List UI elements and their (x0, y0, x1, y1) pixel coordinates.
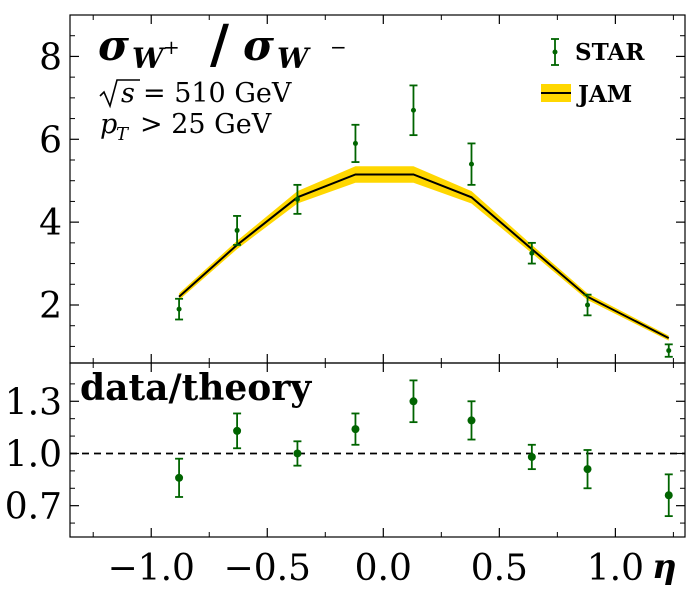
title-sigma-1: σ (98, 21, 129, 70)
ratio-data-point (351, 412, 360, 446)
star-marker (468, 161, 474, 167)
star-marker (294, 196, 300, 202)
ratio-y-tick-label: 0.7 (5, 487, 62, 528)
jam-uncertainty-band (179, 166, 669, 341)
title-slash: / (210, 14, 229, 75)
star-data-point (664, 343, 673, 358)
ratio-data-point (409, 379, 418, 424)
star-data-point (351, 123, 360, 163)
top-panel: 2 4 6 8 σ W + / σ W − s = 510 GeV p T > 25 … (39, 14, 686, 364)
ratio-marker (527, 452, 536, 461)
pt-symbol: p (100, 109, 117, 140)
ratio-data-point (467, 400, 476, 441)
panel-label-data-theory: data/theory (80, 367, 312, 409)
star-marker (410, 107, 416, 113)
star-data-point (467, 142, 476, 186)
ratio-data-point (664, 473, 673, 518)
star-data-point (527, 241, 536, 265)
energy-annotation: s = 510 GeV (99, 78, 292, 109)
star-marker (585, 302, 591, 308)
legend-star-label: STAR (575, 39, 645, 66)
legend-entry-star: STAR (551, 38, 645, 66)
jam-theory-line (178, 173, 670, 340)
x-axis-label: η (652, 547, 677, 587)
star-marker (666, 348, 672, 354)
ratio-y-tick-label: 1.3 (5, 382, 62, 423)
star-marker (352, 140, 358, 146)
top-ticks-layer: 2 4 6 8 (39, 14, 685, 363)
ratio-marker (467, 416, 476, 425)
ratio-data-point (583, 449, 592, 490)
legend-star-marker (552, 49, 558, 55)
star-data-point (175, 297, 184, 321)
y-tick-label: 4 (39, 203, 62, 244)
title-w-2: W (277, 42, 311, 75)
star-marker (529, 250, 535, 256)
sqrt-symbol (99, 79, 140, 109)
x-tick-label: −1.0 (108, 548, 195, 589)
title-plus: + (163, 35, 180, 59)
x-tick-label: 1.0 (587, 548, 644, 589)
title-minus: − (330, 35, 347, 59)
ratio-marker (233, 426, 242, 435)
ratio-marker (351, 425, 360, 434)
star-marker (234, 227, 240, 233)
x-tick-label: 0.5 (471, 548, 528, 589)
bottom-panel: 0.7 1.0 1.3 −1.0 −0.5 0.0 0.5 1.0 data/theory η (5, 362, 686, 589)
energy-label: = 510 GeV (143, 78, 292, 109)
star-marker (176, 306, 182, 312)
ratio-data-point (293, 440, 302, 467)
ratio-marker (409, 397, 418, 406)
legend-entry-jam: JAM (541, 81, 632, 108)
x-tick-label: −0.5 (224, 548, 311, 589)
pt-cut-annotation: p T > 25 GeV (100, 109, 272, 145)
legend: STAR JAM (541, 38, 645, 108)
ratio-marker (664, 491, 673, 500)
ratio-y-tick-label: 1.0 (5, 434, 62, 475)
ratio-points-layer (175, 379, 673, 518)
star-data-point (233, 215, 242, 246)
ratio-data-point (527, 443, 536, 471)
title-sigma-2: σ (243, 21, 274, 70)
sqrt-s-label: s (121, 78, 135, 109)
bottom-plot-frame (69, 362, 686, 538)
pt-cut-label: > 25 GeV (140, 109, 272, 140)
star-data-point (293, 183, 302, 215)
ratio-data-point (175, 457, 184, 498)
y-tick-label: 8 (39, 37, 62, 78)
jam-line-layer (178, 173, 670, 340)
pt-subscript: T (116, 124, 130, 145)
y-tick-label: 6 (39, 120, 62, 161)
legend-jam-label: JAM (576, 81, 632, 108)
x-tick-label: 0.0 (355, 548, 412, 589)
ratio-data-point (233, 412, 242, 450)
star-data-point (583, 293, 592, 317)
star-data-point (409, 84, 418, 137)
ratio-marker (293, 449, 302, 458)
bottom-ticks-layer: 0.7 1.0 1.3 −1.0 −0.5 0.0 0.5 1.0 (5, 363, 685, 589)
title-w-1: W (132, 42, 166, 75)
y-tick-label: 2 (39, 286, 62, 327)
ratio-marker (175, 473, 184, 482)
jam-band-layer (179, 166, 669, 341)
ratio-marker (583, 465, 592, 474)
star-points-layer (175, 84, 673, 358)
chart-title: σ W + / σ W − (98, 14, 347, 75)
